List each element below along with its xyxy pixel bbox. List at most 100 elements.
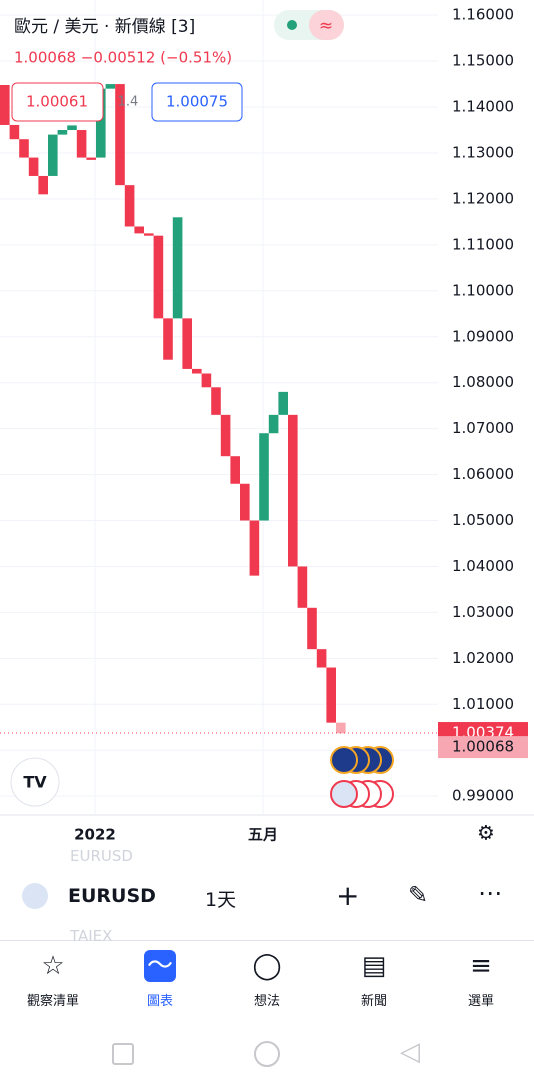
y-tick-label: 1.06000 [452,465,514,483]
ask-box[interactable] [151,82,243,122]
add-button[interactable]: + [336,879,360,912]
status-dot [287,20,297,30]
brick [48,134,58,176]
flags [330,746,394,808]
brick [288,414,298,567]
y-tick-label: 1.04000 [452,557,514,575]
brick [134,226,144,234]
quote: 1.00068 −0.00512 (−0.51%) [14,49,232,67]
nav-item[interactable]: ≡ 選單 [436,950,526,1009]
brick [57,130,68,135]
brick [96,88,106,158]
x-tick-label: 五月 [248,826,278,844]
brick [19,139,29,158]
tv-logo-text: TV [23,773,47,792]
bid-box[interactable] [11,82,104,122]
brick [28,157,39,176]
brick [182,318,192,369]
tv-logo[interactable] [10,757,60,807]
brick [153,235,164,319]
settings-icon[interactable]: ⚙ [477,821,495,845]
brick [297,566,308,608]
brick [240,483,250,521]
brick [249,520,260,576]
y-tick-label: 1.09000 [452,327,514,345]
brick [67,125,77,131]
home-button[interactable] [254,1041,280,1067]
back-button[interactable]: ◁ [400,1037,420,1067]
nav-icon: ▤ [361,951,387,981]
nav-label: 圖表 [146,994,173,1009]
brick [326,667,336,723]
y-tick-label: 1.10000 [452,281,514,299]
more-button[interactable]: ⋯ [478,879,502,907]
ghost-symbol: TAIEX [70,927,113,945]
system-nav: ◁ [0,1035,534,1088]
nav-icon: ◯ [252,951,282,981]
y-tick-label: 1.16000 [452,6,514,24]
close-price-label: 1.00068 [452,738,514,756]
brick [316,649,327,668]
y-tick-label: 1.02000 [452,649,514,667]
brick [115,84,125,186]
brick [268,414,279,434]
y-tick-label: 1.01000 [452,695,514,713]
nav-item[interactable]: ◯ 想法 [222,950,312,1009]
y-tick-label: 1.14000 [452,98,514,116]
nav-label: 新聞 [360,994,387,1009]
brick [144,233,154,236]
brick [211,387,221,415]
brick [201,373,212,388]
y-tick-label: 1.13000 [452,143,514,161]
nav-icon: ☆ [41,951,65,981]
y-tick-label: 1.03000 [452,603,514,621]
brick [220,414,231,457]
brick [307,607,317,650]
brick [259,433,269,521]
y-tick-label: 1.15000 [452,52,514,70]
nav-icon: 〜 [144,950,176,982]
status-pill-right [309,10,344,40]
brick [105,84,116,89]
x-tick-label: 2022 [74,826,116,844]
y-tick-label: 1.07000 [452,419,514,437]
brick [0,84,10,125]
interval[interactable]: 1天 [205,889,237,911]
nav-item[interactable]: ▤ 新聞 [329,950,419,1009]
bid: 1.00061 [26,93,88,111]
nav-label: 想法 [253,994,280,1009]
y-tick-label: 1.11000 [452,235,514,253]
symbol[interactable]: EURUSD [68,885,156,907]
ghost-symbol: EURUSD [70,847,133,865]
draw-button[interactable]: ✎ [408,881,429,909]
brick [230,456,240,484]
brick [9,124,20,140]
spread: 1.4 [118,95,139,110]
brick [124,185,135,227]
symbol-flag [22,883,48,909]
nav-item[interactable]: ☆ 觀察清單 [8,950,98,1009]
brick [172,217,183,319]
nav-item[interactable]: 〜圖表 [115,950,205,1009]
nav-label: 選單 [467,994,494,1009]
chart: 歐元 / 美元 · 新價線 [3] ≈ 1.00068 −0.00512 (−0… [0,0,534,845]
brick [278,391,288,415]
brick [336,722,346,734]
nav-label: 觀察清單 [26,994,79,1009]
y-tick-label: 0.99000 [452,787,514,805]
toolbar: EURUSD EURUSD 1天 + ✎ ⋯ TAIEX [0,847,534,945]
y-tick-label: 1.08000 [452,373,514,391]
status-icon: ≈ [319,16,333,36]
nav-icon: ≡ [470,951,492,981]
close-price-tag [438,736,528,759]
ask: 1.00075 [166,93,228,111]
brick [86,157,96,160]
y-tick-label: 1.12000 [452,189,514,207]
brick [76,130,87,158]
chart-title: 歐元 / 美元 · 新價線 [3] [14,17,195,37]
y-tick-label: 1.05000 [452,511,514,529]
brick [163,318,173,360]
brick [192,368,202,374]
recents-button[interactable] [112,1043,134,1065]
